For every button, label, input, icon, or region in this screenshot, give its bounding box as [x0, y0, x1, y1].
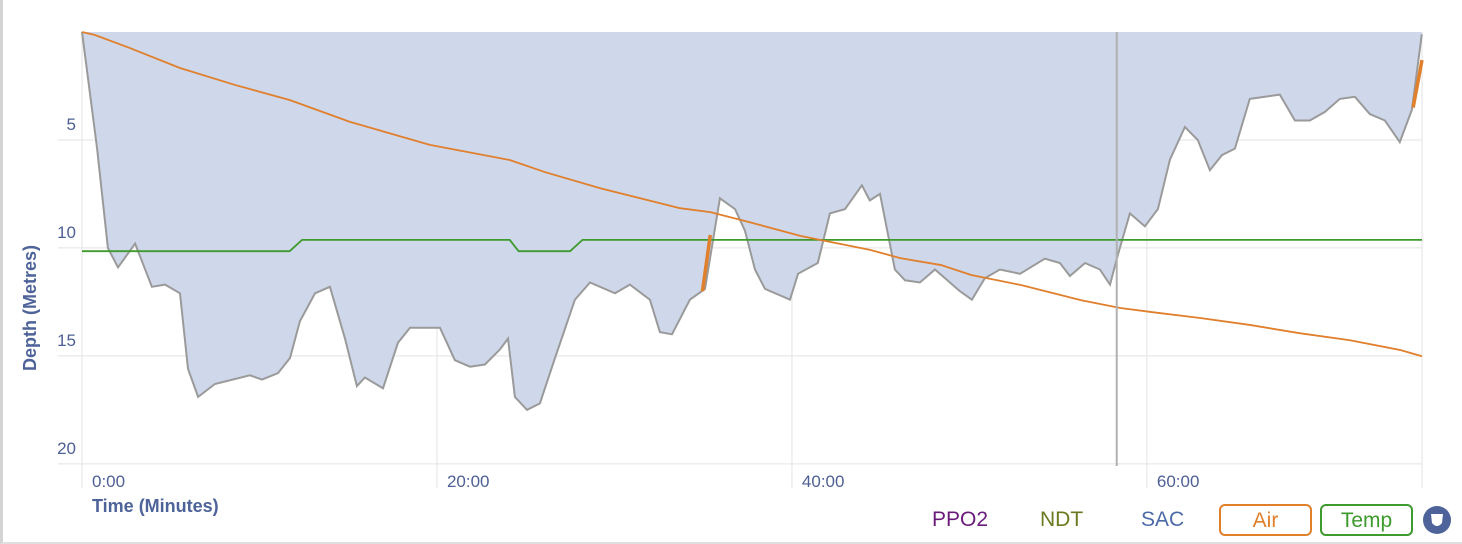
temperature-line: [82, 238, 1422, 253]
legend-ndt[interactable]: NDT: [1040, 508, 1084, 531]
x-tick-label: 20:00: [447, 472, 490, 491]
legend-sac[interactable]: SAC: [1141, 508, 1185, 531]
x-axis-label: Time (Minutes): [92, 496, 219, 516]
legend-ppo2[interactable]: PPO2: [932, 508, 989, 531]
y-tick-label: 15: [57, 331, 76, 350]
legend-air-toggle[interactable]: Air: [1219, 504, 1312, 536]
x-tick-label: 40:00: [802, 472, 845, 491]
shield-icon[interactable]: [1423, 506, 1451, 534]
gas-change-segment: [1411, 59, 1424, 108]
y-tick-label: 20: [57, 439, 76, 458]
y-tick-label: 10: [57, 223, 76, 242]
air-pressure-line: [81, 31, 1423, 358]
x-tick-label: 60:00: [1157, 472, 1200, 491]
y-tick-label: 5: [67, 115, 76, 134]
depth-area: [82, 32, 1422, 410]
y-axis-label: Depth (Metres): [20, 245, 40, 371]
legend-temp-toggle[interactable]: Temp: [1320, 504, 1413, 536]
gas-change-segment: [700, 234, 713, 292]
x-tick-label: 0:00: [92, 472, 125, 491]
depth-line: [81, 31, 1423, 412]
